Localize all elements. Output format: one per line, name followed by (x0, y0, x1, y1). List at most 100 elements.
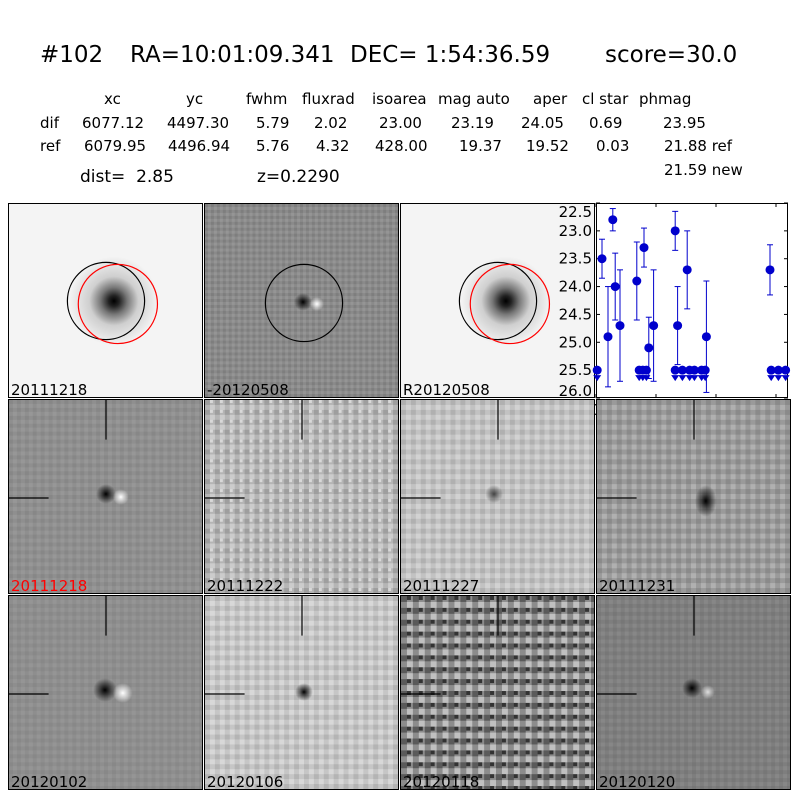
panel-date-label: R20120508 (403, 381, 490, 398)
row-label: ref (40, 137, 61, 155)
galaxy-image (401, 204, 594, 397)
data-point (610, 282, 620, 292)
cell: 0.03 (596, 137, 630, 155)
col-mag-auto: mag auto (438, 90, 510, 108)
plot-frame (596, 203, 788, 398)
cell: 23.19 (451, 114, 494, 132)
data-point (608, 215, 618, 225)
data-point (670, 226, 680, 236)
upper-limit-arrow (593, 375, 602, 382)
cell: 4496.94 (168, 137, 231, 155)
data-point (765, 265, 775, 275)
stamp-panel: 20120120 (596, 595, 791, 790)
data-point (682, 265, 692, 275)
difference-image (205, 204, 398, 397)
image-panel-new: R20120508 (400, 203, 595, 398)
cell: 24.05 (521, 114, 564, 132)
stamp-panel: 20120102 (8, 595, 203, 790)
ra-value: RA=10:01:09.341 (130, 42, 335, 68)
light-curve-svg: 22.523.023.524.024.525.025.526.005010015… (559, 202, 791, 419)
col-phmag: phmag (639, 90, 692, 108)
galaxy-image (9, 204, 202, 397)
panel-date-label: 20111222 (207, 577, 284, 594)
col-isoarea: isoarea (372, 90, 427, 108)
limit-point (592, 365, 602, 375)
panel-date-label: 20111227 (403, 577, 480, 594)
stamp-panel: 20111231 (596, 399, 791, 594)
data-point (673, 321, 683, 331)
red-circle (469, 263, 551, 345)
light-curve-chart: 22.523.023.524.024.525.025.526.005010015… (559, 202, 792, 419)
panel-date-label: 20120106 (207, 773, 284, 790)
limit-point (689, 365, 699, 375)
stamp-panel: 20111227 (400, 399, 595, 594)
red-circle (77, 263, 159, 345)
black-circle (66, 261, 146, 341)
cell: 5.76 (256, 137, 290, 155)
y-tick-label: 23.5 (559, 250, 592, 268)
data-point (615, 321, 625, 331)
cell: 21.88 ref (664, 137, 733, 155)
col-aper: aper (533, 90, 568, 108)
limit-point (677, 365, 687, 375)
data-point (644, 343, 654, 353)
score-value: score=30.0 (605, 42, 738, 68)
cell: 6079.95 (84, 137, 147, 155)
col-fluxrad: fluxrad (302, 90, 355, 108)
col-yc: yc (186, 90, 204, 108)
cell: 428.00 (375, 137, 428, 155)
panel-date-label: 20111218 (11, 381, 88, 398)
cell: 23.00 (379, 114, 422, 132)
stamp-panel: 20120106 (204, 595, 399, 790)
dec-value: DEC= 1:54:36.59 (350, 42, 551, 68)
data-point (603, 332, 613, 342)
upper-limit-arrow (690, 375, 699, 382)
panel-date-label: 20111231 (599, 577, 676, 594)
data-point (649, 321, 659, 331)
cell: 4497.30 (167, 114, 230, 132)
upper-limit-arrow (767, 375, 776, 382)
dist-label: dist= 2.85 (80, 167, 174, 187)
stamp-panel: 20111222 (204, 399, 399, 594)
limit-point (700, 365, 710, 375)
y-tick-label: 24.5 (559, 305, 592, 323)
upper-limit-arrow (671, 375, 680, 382)
panel-date-label: 20111218 (11, 577, 88, 594)
cell: 6077.12 (82, 114, 145, 132)
cell: 2.02 (314, 114, 348, 132)
image-panel-difference: -20120508 (204, 203, 399, 398)
limit-point (641, 365, 651, 375)
black-circle (458, 261, 538, 341)
stamp-panel: 20111218 (8, 399, 203, 594)
col-fwhm: fwhm (246, 90, 288, 108)
upper-limit-arrow (642, 375, 651, 382)
data-point (597, 254, 607, 264)
object-id: #102 (40, 42, 104, 68)
y-tick-label: 25.0 (559, 333, 592, 351)
y-tick-label: 26.0 (559, 382, 592, 400)
limit-point (773, 365, 783, 375)
panel-date-label: 20120118 (403, 773, 480, 790)
cell: 5.79 (256, 114, 290, 132)
black-circle (264, 263, 344, 343)
panel-date-label: 20120102 (11, 773, 88, 790)
col-cl-star: cl star (582, 90, 629, 108)
y-tick-label: 24.0 (559, 278, 592, 296)
upper-limit-arrow (781, 375, 790, 382)
row-label: dif (40, 114, 59, 132)
data-point (701, 332, 711, 342)
z-label: z=0.2290 (257, 167, 340, 187)
y-tick-label: 22.5 (559, 203, 592, 221)
upper-limit-arrow (774, 375, 783, 382)
limit-point (781, 365, 791, 375)
data-point (639, 243, 649, 253)
y-tick-label: 23.0 (559, 222, 592, 240)
upper-limit-arrow (701, 375, 710, 382)
cell: 4.32 (316, 137, 350, 155)
panel-date-label: 20120120 (599, 773, 676, 790)
cell: 19.37 (459, 137, 502, 155)
limit-point (670, 365, 680, 375)
cell: 23.95 (663, 114, 706, 132)
image-panel-reference: 20111218 (8, 203, 203, 398)
limit-point (766, 365, 776, 375)
